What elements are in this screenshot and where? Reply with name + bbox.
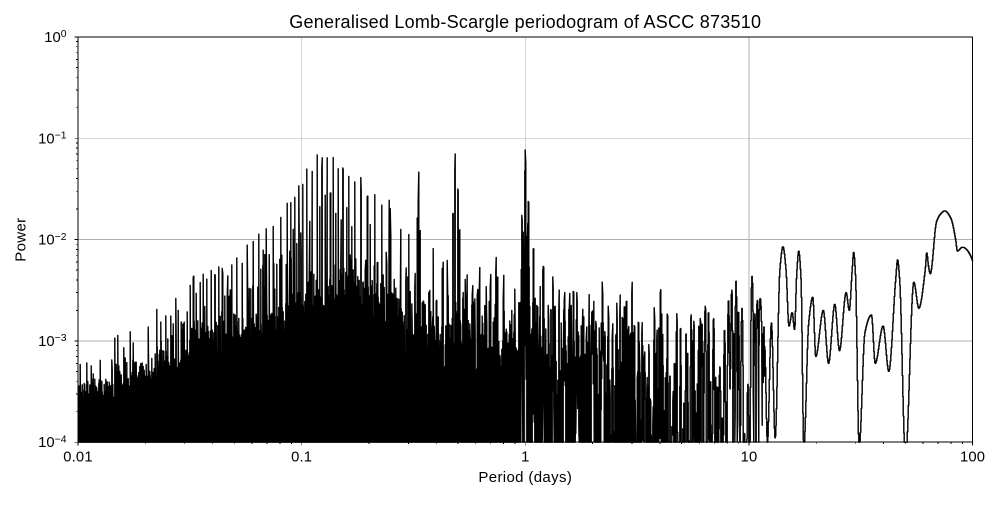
svg-text:10: 10 — [741, 450, 758, 466]
svg-text:Power: Power — [13, 217, 30, 261]
svg-text:Period (days): Period (days) — [478, 469, 572, 486]
svg-text:0.1: 0.1 — [291, 450, 312, 466]
svg-text:1: 1 — [521, 450, 529, 466]
svg-text:Generalised Lomb-Scargle perio: Generalised Lomb-Scargle periodogram of … — [289, 12, 761, 32]
svg-text:0.01: 0.01 — [63, 450, 92, 466]
svg-text:100: 100 — [960, 450, 985, 466]
